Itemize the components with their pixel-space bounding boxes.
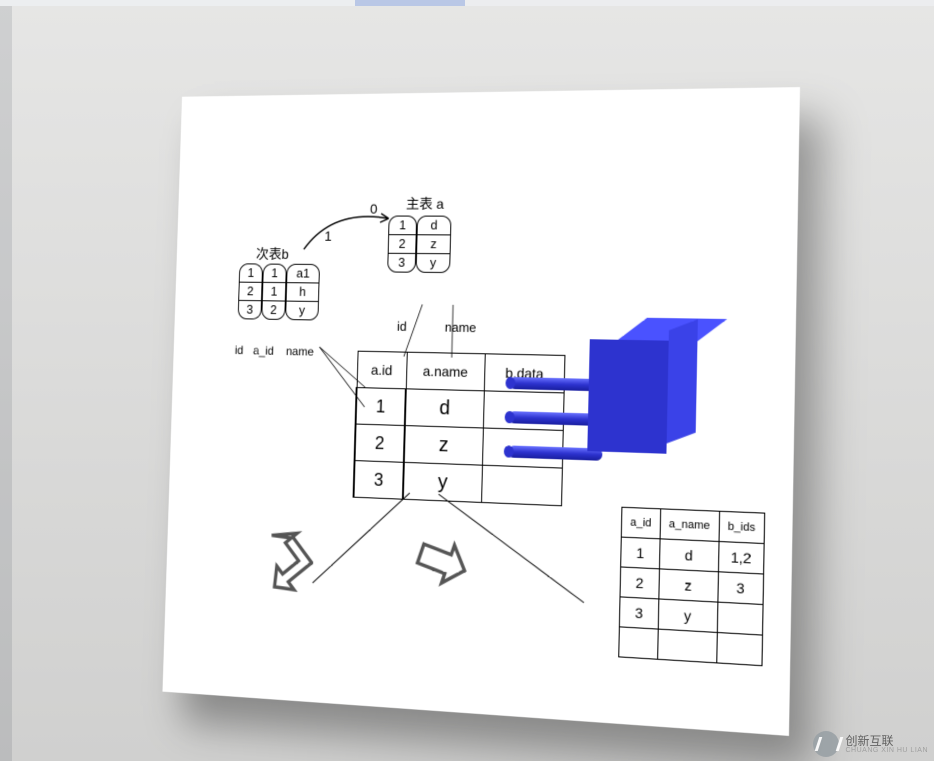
cell: 3: [619, 597, 658, 629]
cell: d: [659, 539, 718, 572]
main-th-aname: a.name: [406, 352, 485, 391]
cell: [717, 602, 763, 635]
cell: z: [659, 569, 718, 602]
res-th-aid: a_id: [621, 507, 660, 539]
cell: y: [417, 254, 450, 272]
res-th-bids: b_ids: [719, 511, 765, 543]
watermark-text: 创新互联 CHUANG XIN HU LIAN: [845, 735, 928, 754]
table-b-title: 次表b: [256, 244, 289, 264]
hollow-arrow-back: [248, 521, 315, 593]
rod-cap: [504, 445, 514, 457]
cell: 1,2: [718, 541, 764, 574]
watermark-sub: CHUANG XIN HU LIAN: [845, 747, 928, 754]
table-b-col-label-aid: a_id: [253, 344, 274, 358]
connector-lines: [162, 87, 800, 736]
cell: [619, 627, 658, 659]
sheet: 次表b 1 2 3 1 1 2 a1 h y id a_id name: [162, 87, 800, 736]
table-b-col-name: a1 h y: [285, 264, 320, 321]
cell: 2: [620, 567, 659, 599]
table-b: 1 2 3 1 1 2 a1 h y: [238, 263, 320, 320]
cube-face-top: [618, 318, 727, 341]
table-b-col-aid: 1 1 2: [261, 264, 287, 320]
left-strip: [0, 6, 12, 761]
relation-one-label: 1: [324, 228, 332, 244]
main-table-header: a.id a.name b.data: [357, 351, 565, 393]
cell: 3: [354, 461, 404, 500]
hollow-arrow-forward: [407, 528, 477, 602]
cell: y: [658, 599, 717, 633]
sheet-3d-wrap: 次表b 1 2 3 1 1 2 a1 h y id a_id name: [162, 87, 800, 736]
cube-face-side: [667, 319, 698, 443]
topbar-accent: [355, 0, 465, 6]
rod: [508, 445, 603, 460]
main-th-aid: a.id: [357, 351, 407, 389]
cell: d: [418, 217, 451, 236]
data-cube: [587, 317, 712, 464]
table-a-col-label-id: id: [397, 319, 407, 334]
cell: y: [286, 302, 318, 320]
cell: d: [405, 389, 485, 428]
cell: z: [417, 235, 450, 254]
cell: 1: [621, 537, 660, 569]
cell: [657, 629, 716, 663]
stage: 次表b 1 2 3 1 1 2 a1 h y id a_id name: [0, 0, 934, 761]
cell: h: [287, 283, 319, 302]
cell: [482, 465, 563, 506]
cell: 3: [717, 572, 763, 605]
cell: a1: [287, 265, 319, 284]
table-a-title: 主表 a: [406, 194, 444, 214]
cell: [483, 391, 564, 431]
cell: 1: [263, 265, 286, 284]
result-row: 1 d 1,2: [621, 537, 764, 574]
cell: [482, 428, 563, 468]
main-th-bdata: b.data: [484, 354, 565, 393]
main-row: 3 y: [354, 461, 563, 506]
cube-face-front: [587, 339, 668, 454]
result-row: 2 z 3: [620, 567, 763, 605]
watermark: 创新互联 CHUANG XIN HU LIAN: [813, 731, 928, 757]
table-b-col-label-name: name: [286, 344, 314, 358]
table-b-col-label-id: id: [235, 343, 244, 357]
cell: 2: [239, 283, 261, 302]
cell: y: [403, 462, 483, 502]
cell: 1: [240, 264, 262, 283]
cell: [716, 632, 762, 665]
rod-cap: [505, 377, 515, 389]
relation-zero-label: 0: [370, 201, 378, 217]
cell: 2: [355, 424, 405, 462]
watermark-main: 创新互联: [845, 735, 928, 747]
relation-arrow: [294, 201, 408, 260]
watermark-logo-icon: [813, 731, 839, 757]
result-row: 3 y: [619, 597, 763, 635]
cell: 1: [356, 388, 406, 426]
main-table: a.id a.name b.data 1 d 2 z 3 y: [353, 351, 566, 507]
cell: 2: [262, 301, 285, 319]
rod: [509, 377, 604, 391]
topbar-segment: [465, 0, 934, 6]
cell: 1: [263, 283, 286, 302]
result-table: a_id a_name b_ids 1 d 1,2 2 z 3 3 y: [618, 507, 765, 667]
res-th-aname: a_name: [660, 509, 719, 542]
table-a-col-name: d z y: [416, 216, 452, 273]
topbar-segment: [0, 0, 355, 6]
cell: 3: [239, 301, 261, 319]
table-b-col-id: 1 2 3: [238, 263, 263, 319]
rod: [508, 411, 603, 426]
table-a-col-label-name: name: [445, 320, 477, 335]
result-header: a_id a_name b_ids: [621, 507, 764, 543]
result-row: [619, 627, 763, 666]
rod-cap: [505, 411, 515, 423]
cell: z: [404, 426, 484, 466]
